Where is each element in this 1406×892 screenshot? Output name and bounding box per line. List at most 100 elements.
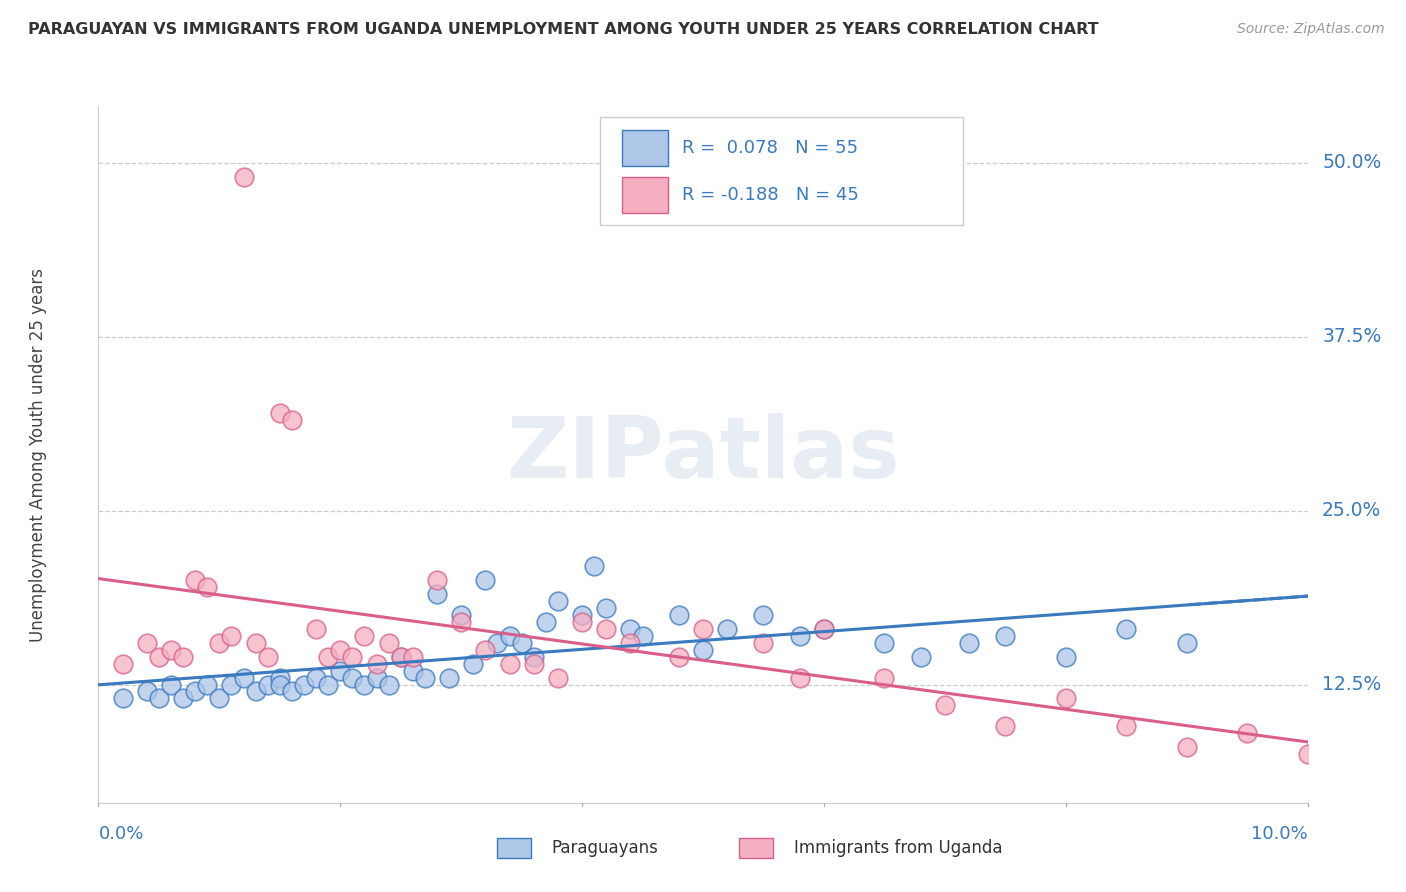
Point bbox=[160, 642, 183, 657]
Point bbox=[1175, 740, 1198, 755]
Point bbox=[232, 169, 254, 184]
Point bbox=[813, 622, 835, 636]
Text: 50.0%: 50.0% bbox=[1322, 153, 1381, 172]
Point bbox=[269, 677, 291, 691]
Point bbox=[1236, 726, 1258, 740]
FancyBboxPatch shape bbox=[740, 838, 773, 858]
Point bbox=[111, 691, 134, 706]
Point bbox=[595, 601, 617, 615]
Point bbox=[571, 615, 593, 629]
Point bbox=[245, 636, 267, 650]
Point bbox=[692, 642, 714, 657]
FancyBboxPatch shape bbox=[600, 118, 963, 226]
Point bbox=[450, 607, 472, 622]
Text: ZIPatlas: ZIPatlas bbox=[506, 413, 900, 497]
Point bbox=[619, 636, 641, 650]
Point bbox=[994, 719, 1017, 733]
Point bbox=[957, 636, 980, 650]
Point bbox=[256, 649, 278, 664]
Point bbox=[474, 642, 496, 657]
Point bbox=[245, 684, 267, 698]
Point bbox=[377, 677, 399, 691]
Point bbox=[195, 677, 218, 691]
Point bbox=[305, 671, 328, 685]
Point bbox=[595, 622, 617, 636]
Point bbox=[269, 671, 291, 685]
Point bbox=[316, 649, 339, 664]
Point bbox=[269, 406, 291, 420]
Text: 25.0%: 25.0% bbox=[1322, 501, 1381, 520]
Point bbox=[934, 698, 956, 713]
Point bbox=[1175, 636, 1198, 650]
Point bbox=[1054, 649, 1077, 664]
Point bbox=[281, 413, 304, 427]
Point bbox=[342, 671, 364, 685]
Text: Paraguayans: Paraguayans bbox=[551, 839, 659, 857]
Point bbox=[366, 671, 388, 685]
Point bbox=[910, 649, 932, 664]
Point bbox=[389, 649, 412, 664]
Point bbox=[402, 649, 425, 664]
Point bbox=[281, 684, 304, 698]
Point bbox=[619, 622, 641, 636]
Point bbox=[426, 573, 449, 587]
Point bbox=[195, 580, 218, 594]
Point bbox=[1054, 691, 1077, 706]
Point bbox=[1296, 747, 1319, 761]
Point bbox=[873, 671, 896, 685]
FancyBboxPatch shape bbox=[621, 177, 668, 213]
Point bbox=[305, 622, 328, 636]
Text: 37.5%: 37.5% bbox=[1322, 327, 1381, 346]
Point bbox=[994, 629, 1017, 643]
Point bbox=[377, 636, 399, 650]
Point bbox=[329, 664, 352, 678]
Point bbox=[450, 615, 472, 629]
Point bbox=[160, 677, 183, 691]
Point bbox=[1115, 719, 1137, 733]
Point bbox=[329, 642, 352, 657]
Text: Source: ZipAtlas.com: Source: ZipAtlas.com bbox=[1237, 22, 1385, 37]
Point bbox=[716, 622, 738, 636]
Point bbox=[437, 671, 460, 685]
FancyBboxPatch shape bbox=[498, 838, 531, 858]
Point bbox=[668, 607, 690, 622]
Point bbox=[813, 622, 835, 636]
Point bbox=[1115, 622, 1137, 636]
Point bbox=[523, 657, 546, 671]
Point bbox=[668, 649, 690, 664]
Point bbox=[534, 615, 557, 629]
Point bbox=[221, 677, 243, 691]
Point bbox=[135, 636, 157, 650]
Point bbox=[474, 573, 496, 587]
Point bbox=[789, 671, 811, 685]
Text: Immigrants from Uganda: Immigrants from Uganda bbox=[793, 839, 1002, 857]
Point bbox=[256, 677, 278, 691]
Point bbox=[571, 607, 593, 622]
Point bbox=[353, 677, 375, 691]
Point bbox=[172, 691, 194, 706]
FancyBboxPatch shape bbox=[621, 130, 668, 166]
Point bbox=[172, 649, 194, 664]
Point bbox=[148, 691, 170, 706]
Point bbox=[463, 657, 485, 671]
Point bbox=[510, 636, 533, 650]
Point bbox=[547, 671, 569, 685]
Point bbox=[789, 629, 811, 643]
Point bbox=[547, 594, 569, 608]
Point bbox=[523, 649, 546, 664]
Point bbox=[184, 684, 207, 698]
Text: 10.0%: 10.0% bbox=[1251, 825, 1308, 843]
Point bbox=[692, 622, 714, 636]
Point bbox=[292, 677, 315, 691]
Point bbox=[184, 573, 207, 587]
Point bbox=[873, 636, 896, 650]
Point bbox=[208, 691, 231, 706]
Point bbox=[342, 649, 364, 664]
Point bbox=[498, 657, 520, 671]
Text: PARAGUAYAN VS IMMIGRANTS FROM UGANDA UNEMPLOYMENT AMONG YOUTH UNDER 25 YEARS COR: PARAGUAYAN VS IMMIGRANTS FROM UGANDA UNE… bbox=[28, 22, 1098, 37]
Text: Unemployment Among Youth under 25 years: Unemployment Among Youth under 25 years bbox=[30, 268, 46, 642]
Point bbox=[232, 671, 254, 685]
Point bbox=[402, 664, 425, 678]
Point bbox=[631, 629, 654, 643]
Point bbox=[498, 629, 520, 643]
